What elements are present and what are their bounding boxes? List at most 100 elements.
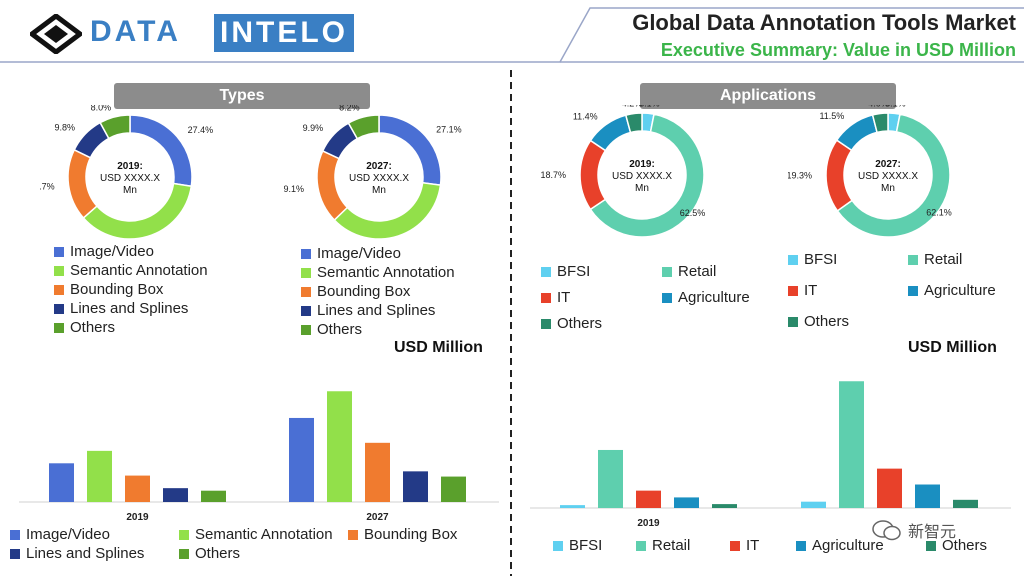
bar [163,488,188,502]
legend-swatch [730,541,740,552]
legend-item: Semantic Annotation [179,526,333,543]
donut-slice [82,182,193,240]
slice-label: 3.1% [639,105,660,108]
bar [365,442,390,502]
page-title: Global Data Annotation Tools Market [632,10,1016,35]
bar-chart-types: 2019 2027 [19,391,499,523]
donut-slice [67,148,98,219]
legend-label: Image/Video [317,245,401,262]
donut-center-label: Mn [635,183,649,194]
bar [712,504,737,508]
legend-item: Lines and Splines [10,545,144,562]
legend-swatch [541,267,551,278]
logo-text-intelo: INTELO [214,14,354,52]
logo: DATA INTELO [30,14,354,54]
slice-label: 8.2% [339,105,360,112]
slice-label: 18.7% [540,170,566,180]
legend-label: Retail [924,251,963,268]
donut-chart-types-2019: 27.4%36.2%18.7%9.8%8.0%2019:USD XXXX.XMn [40,105,213,240]
slice-label: 19.3% [788,171,812,181]
donut-center-label: USD XXXX.X [100,173,160,184]
legend-item: Retail [662,263,716,280]
legend-swatch [541,319,551,330]
bar [201,490,226,502]
legend-label: Others [942,537,988,554]
legend-label: Agriculture [678,289,750,306]
legend-label: Bounding Box [317,283,411,300]
donut-chart-types-2027: 27.1%35.7%19.1%9.9%8.2%2027:USD XXXX.XMn [284,105,462,240]
donut-center-label: USD XXXX.X [612,171,672,182]
legend-swatch [636,541,646,552]
legend-swatch [541,293,551,304]
bar [327,391,352,502]
legend-item: Bounding Box [54,281,163,298]
legend-swatch [54,247,64,258]
legend-label: Agriculture [812,537,884,554]
x-tick-label: 2027 [366,512,389,523]
slice-label: 27.1% [436,125,462,135]
legend-label: Others [804,313,850,330]
section-divider [510,70,512,576]
legend-swatch [54,266,64,277]
legend-item: Retail [636,537,690,554]
legend-item: Bounding Box [348,526,457,543]
donut-slice [589,113,705,238]
legend-label: BFSI [557,263,591,280]
legend-label: Lines and Splines [26,545,145,562]
donut-slice [825,139,854,212]
legend-item: BFSI [788,251,837,268]
bar [441,476,466,502]
legend-item: Bounding Box [301,283,410,300]
legend-swatch [301,325,311,336]
slice-label: 9.9% [303,123,324,133]
donut-center-label: USD XXXX.X [349,173,409,184]
bar [801,501,826,508]
legend-swatch [54,304,64,315]
bar [636,490,661,508]
legend-item: Lines and Splines [301,302,435,319]
legend-item: Others [541,315,602,332]
bar [560,505,585,508]
slice-label: 62.1% [926,207,952,217]
donut-chart-applications-2019: 3.1% 62.5% 18.7% 11.4% 4.2% 2019:USD XXXX.XMn [540,105,706,238]
legend-label: Others [195,545,241,562]
legend-swatch [553,541,563,552]
slice-label: 11.4% [573,112,598,122]
slice-label: 11.5% [819,111,844,121]
slice-label: 4.2% [622,105,643,109]
donut-center-label: Mn [372,185,386,196]
legend-item: IT [730,537,759,554]
legend-swatch [10,530,20,541]
legend-swatch [926,541,936,552]
bar [403,471,428,502]
legend-swatch [179,530,189,541]
legend-swatch [788,255,798,266]
legend-item: IT [788,282,817,299]
slice-label: 19.1% [284,184,304,194]
slice-label: 9.8% [54,122,75,132]
types-section-header: Types [114,83,370,109]
header-divider [0,7,1024,63]
legend-item: Others [54,319,115,336]
donut-slice [347,114,380,140]
legend-item: Agriculture [662,289,750,306]
legend-swatch [301,268,311,279]
legend-label: IT [557,289,571,306]
legend-swatch [10,549,20,560]
units-label-left: USD Million [394,339,483,356]
legend-label: Image/Video [70,243,154,260]
bar [289,417,314,502]
legend-item: IT [541,289,570,306]
legend-label: Retail [652,537,691,554]
donut-slice [624,112,643,134]
legend-label: Image/Video [26,526,110,543]
donut-slice [871,112,889,134]
slice-label: 62.5% [680,208,706,218]
legend-item: Others [926,537,987,554]
legend-label: Agriculture [924,282,996,299]
watermark: 新智元 [872,518,956,542]
bar [674,497,699,508]
bar [877,468,902,508]
legend-swatch [301,287,311,298]
bar [87,450,112,502]
